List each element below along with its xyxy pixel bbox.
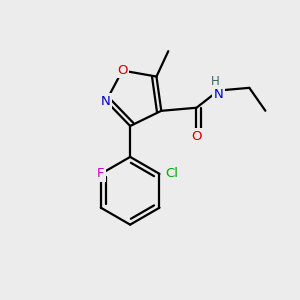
Text: N: N (214, 88, 224, 100)
Text: H: H (211, 75, 220, 88)
Text: O: O (117, 64, 128, 77)
Text: N: N (101, 94, 111, 108)
Text: Cl: Cl (165, 167, 178, 180)
Text: F: F (97, 167, 105, 180)
Text: O: O (191, 130, 202, 142)
